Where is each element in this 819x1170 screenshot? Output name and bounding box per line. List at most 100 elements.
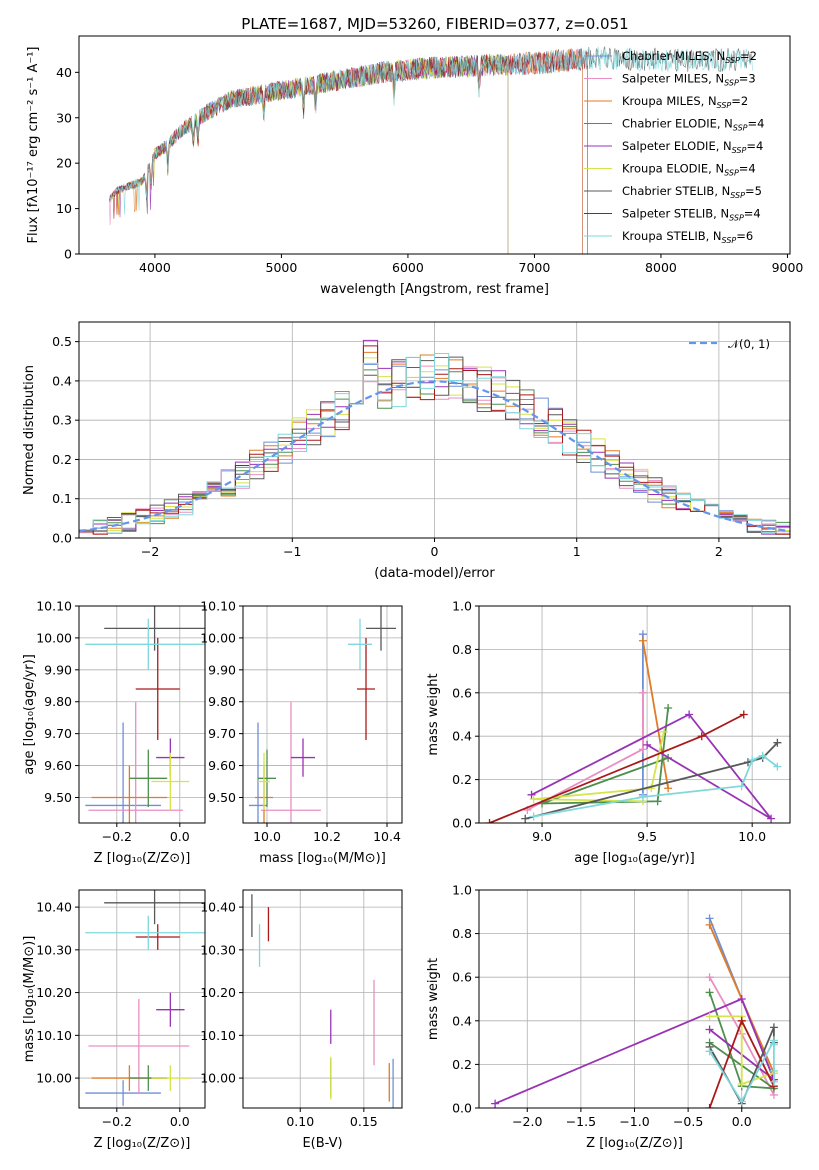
errorbar-chabrier-miles [85, 1080, 161, 1106]
weight-point [529, 812, 538, 821]
weight-point [705, 973, 714, 982]
x-tick-label: 6000 [392, 260, 424, 275]
legend-entry: Salpeter STELIB, NSSP=4 [622, 207, 761, 223]
axes-frame [78, 321, 791, 539]
y-tick-label: 0.2 [452, 772, 472, 787]
legend-entry-sub: SSP [724, 169, 739, 178]
weight-point [769, 1023, 778, 1032]
y-tick-label: 9.80 [44, 694, 72, 709]
plot-area [251, 894, 394, 1108]
y-tick-label: 10.40 [36, 900, 72, 915]
weight-point [705, 1012, 714, 1021]
weight-point [697, 732, 706, 741]
y-tick-label: 40 [56, 65, 72, 80]
errorbar-chabrier-elodie [129, 749, 168, 808]
legend-entry-sub: SSP [724, 79, 739, 88]
y-tick-label: 10.30 [200, 942, 236, 957]
y-tick-label: 9.80 [208, 694, 236, 709]
x-tick-label: −0.2 [102, 829, 132, 844]
y-tick-label: 0.4 [452, 729, 472, 744]
plot-area [485, 630, 782, 823]
y-tick-label: 0.8 [452, 926, 472, 941]
y-tick-label: 1.0 [452, 599, 472, 614]
panel-spectrum: 4000 5000 6000 7000 8000 9000 0 10 20 30 40 wavelen… [26, 35, 803, 297]
weight-point [659, 727, 668, 736]
x-tick-label: 9.0 [532, 829, 552, 844]
weight-point [737, 1080, 746, 1089]
weight-line [709, 1015, 775, 1086]
errorbar-salpeter-stelib [135, 924, 180, 950]
weight-point [739, 710, 748, 719]
y-tick-label: 0.6 [452, 970, 472, 985]
y-tick-label: 0.3 [52, 413, 72, 428]
legend-entry-sub: SSP [722, 236, 737, 245]
legend-entry-count: =4 [746, 139, 763, 153]
y-tick-label: 0.2 [452, 1057, 472, 1072]
errorbar-salpeter-elodie [291, 738, 315, 777]
y-tick-label: 9.70 [44, 726, 72, 741]
legend-entry-count: =6 [736, 229, 753, 243]
errorbar-chabrier-stelib [366, 606, 396, 651]
legend-entry-count: =3 [739, 72, 756, 86]
panel-age-vs-Z: −0.2 0.0 9.50 9.60 9.70 9.80 9.90 10.00 10.10 Z [… [22, 599, 206, 866]
x-tick-label: 0.0 [170, 1114, 190, 1129]
weight-point [664, 703, 673, 712]
x-axis-label: Z [log₁₀(Z/Z⊙)] [586, 1136, 683, 1151]
x-tick-label: −2 [141, 544, 159, 559]
weight-series-salpeter-elodie [527, 710, 776, 823]
x-tick-label: −2.0 [512, 1114, 542, 1129]
plot-area [85, 606, 205, 823]
panels: 4000 5000 6000 7000 8000 9000010203040wavelen… [22, 35, 803, 1151]
y-tick-label: 9.60 [208, 758, 236, 773]
weight-point [527, 790, 536, 799]
weight-series-salpeter-stelib [705, 1016, 778, 1108]
y-axis-label: mass weight [426, 673, 441, 755]
weight-point [737, 782, 746, 791]
y-tick-label: 9.50 [208, 790, 236, 805]
y-tick-label: 0.5 [52, 334, 72, 349]
legend-entry-name: Salpeter STELIB, N [622, 207, 729, 221]
errorbar-salpeter-stelib [135, 637, 180, 741]
errorbar-salpeter-elodie [156, 992, 185, 1027]
y-tick-label: 0.0 [452, 816, 472, 831]
y-tick-label: 0.4 [452, 1013, 472, 1028]
legend-entry-name: Kroupa STELIB, N [622, 229, 722, 243]
x-tick-label: −1.0 [619, 1114, 649, 1129]
x-tick-label: 10.4 [373, 829, 401, 844]
y-tick-label: 10.10 [200, 599, 236, 614]
panel-age-vs-mass: 10.0 10.2 10.4 9.50 9.60 9.70 9.80 9.90 10.00 10.… [200, 599, 403, 866]
y-tick-label: 10.40 [200, 900, 236, 915]
x-tick-label: 7000 [519, 260, 551, 275]
x-axis-label: Z [log₁₀(Z/Z⊙)] [94, 1136, 191, 1151]
weight-point [748, 756, 757, 765]
axes-frame [478, 889, 791, 1109]
errorbar-kroupa-stelib [85, 915, 205, 950]
x-tick-label: 0.15 [350, 1114, 378, 1129]
y-tick-label: 10.20 [200, 985, 236, 1000]
x-tick-label: 2 [715, 544, 723, 559]
errorbar-salpeter-miles [261, 701, 321, 823]
weight-point [653, 797, 662, 806]
x-tick-label: −1 [283, 544, 301, 559]
y-tick-label: 9.50 [44, 790, 72, 805]
y-tick-label: 9.90 [208, 662, 236, 677]
plot-area [79, 339, 790, 538]
y-tick-label: 0.0 [52, 531, 72, 546]
legend-entry-name: Salpeter ELODIE, N [622, 139, 732, 153]
errorbar-salpeter-stelib [357, 637, 375, 741]
spectrum-series-kroupa-stelib [109, 46, 754, 215]
x-axis-label: (data-model)/error [374, 566, 495, 581]
weight-point [737, 1097, 746, 1106]
errorbar-kroupa-stelib [348, 618, 372, 670]
errorbar-salpeter-miles [88, 701, 183, 823]
y-tick-label: 0.6 [452, 685, 472, 700]
y-tick-label: 0.8 [452, 642, 472, 657]
weight-point [529, 795, 538, 804]
weight-line [524, 742, 779, 820]
weight-point [769, 1066, 778, 1075]
x-axis-label: mass [log₁₀(M/M⊙)] [259, 851, 386, 866]
legend-entry: Chabrier ELODIE, NSSP=4 [622, 117, 764, 133]
weight-point [737, 1016, 746, 1025]
legend-entry: Salpeter MILES, NSSP=3 [622, 72, 756, 88]
